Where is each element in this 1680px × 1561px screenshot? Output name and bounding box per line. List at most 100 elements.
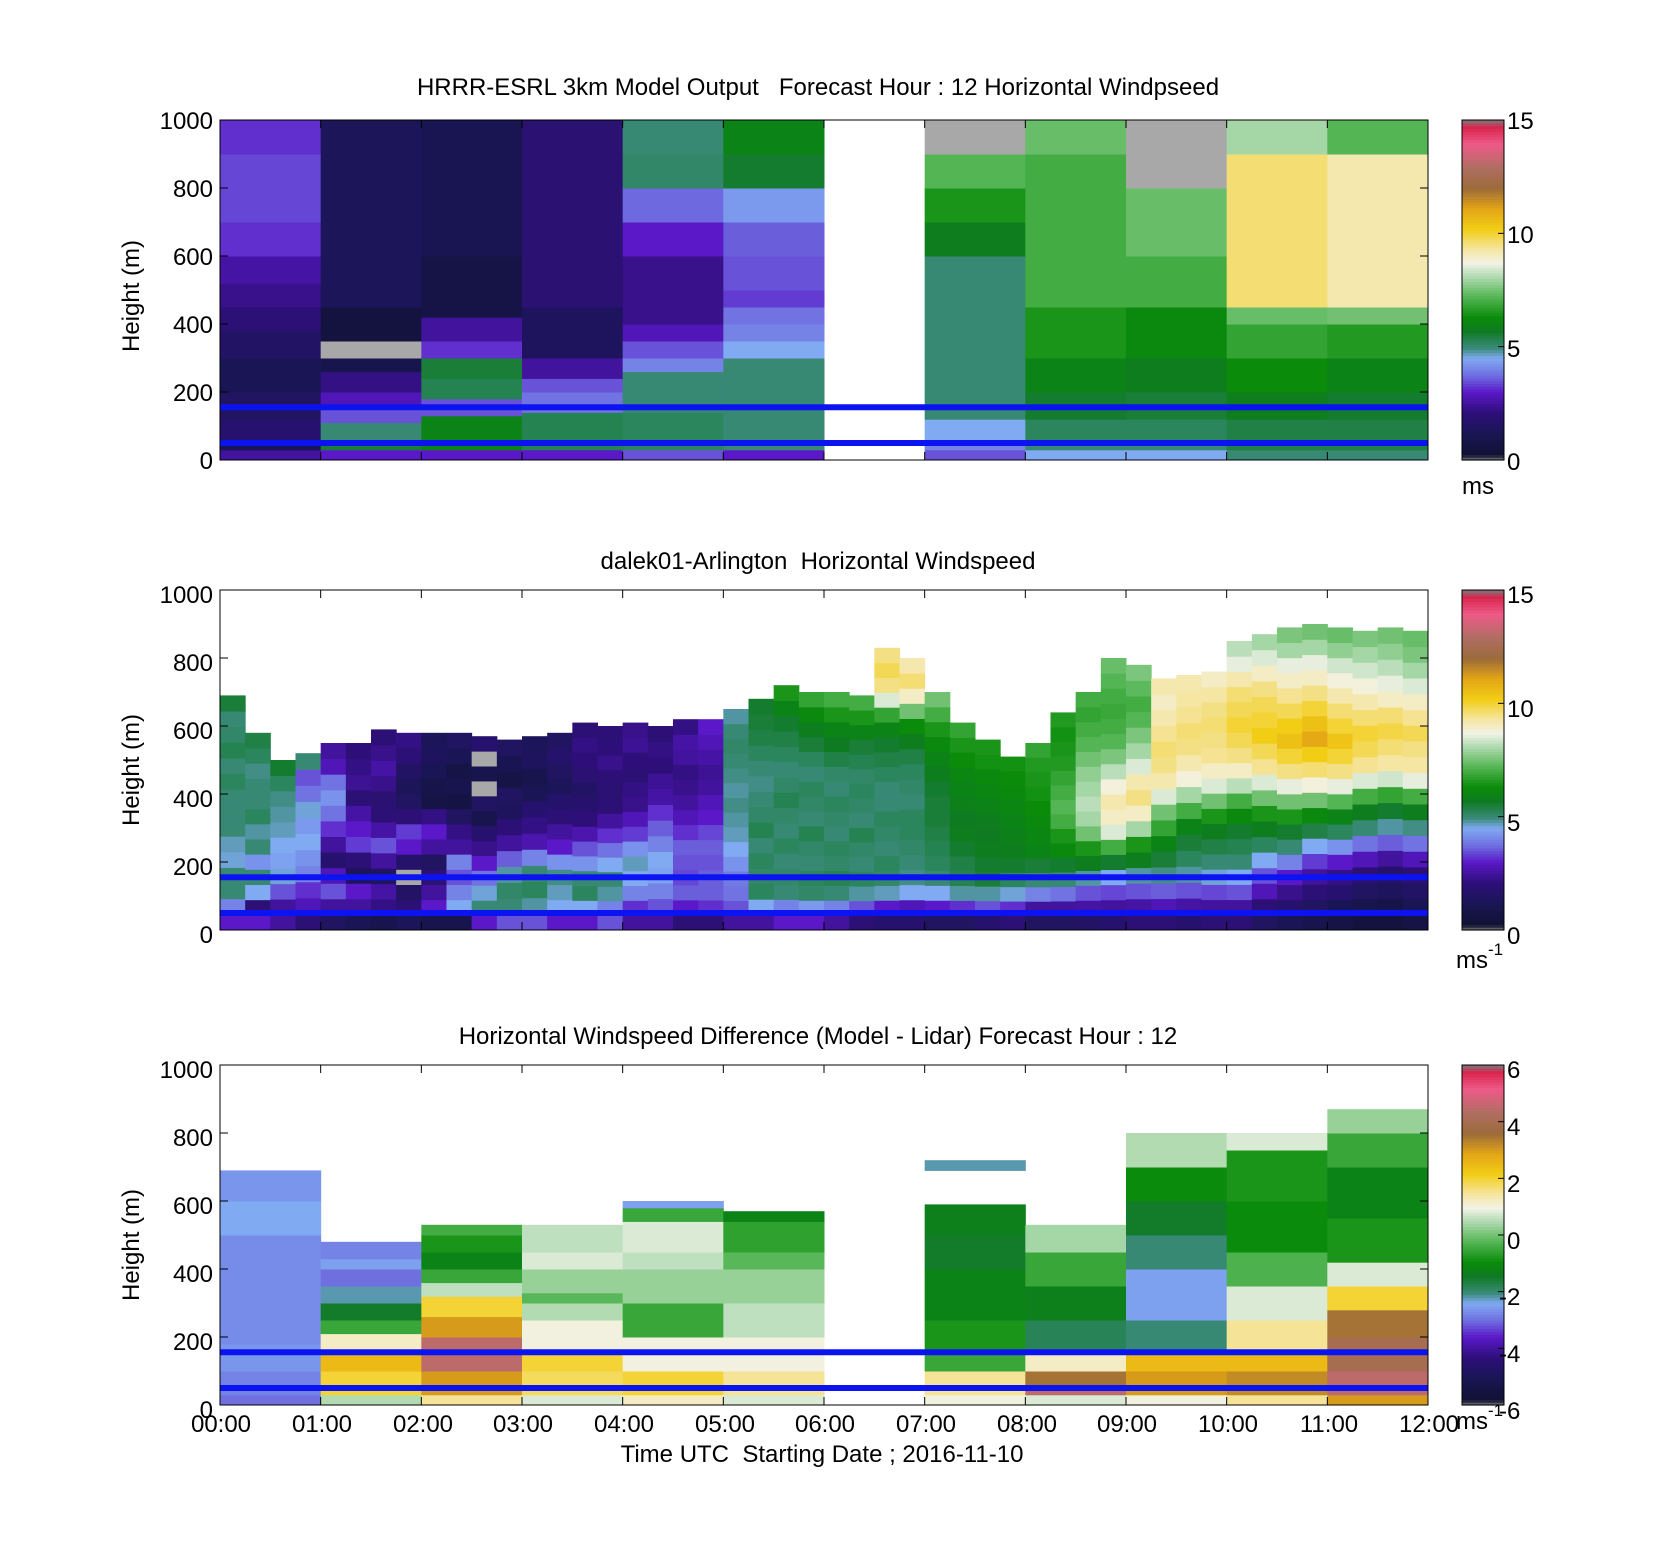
heatmap-cell: [220, 742, 246, 759]
colorbar-segment: [1462, 1079, 1504, 1083]
colorbar-segment: [1462, 417, 1504, 421]
colorbar-segment: [1462, 428, 1504, 433]
heatmap-cell: [1100, 809, 1127, 825]
heatmap-cell: [471, 795, 498, 812]
colorbar-segment: [1462, 808, 1504, 812]
heatmap-cell: [622, 1269, 724, 1304]
heatmap-cell: [295, 785, 322, 802]
heatmap-cell: [1226, 717, 1253, 733]
heatmap-cell: [1201, 732, 1228, 749]
heatmap-cell: [446, 884, 473, 901]
heatmap-cell: [1377, 754, 1404, 772]
heatmap-cell: [371, 775, 397, 792]
heatmap-cell: [723, 885, 749, 902]
heatmap-cell: [1377, 834, 1404, 851]
heatmap-cell: [522, 358, 624, 379]
heatmap-cell: [723, 826, 749, 843]
colorbar-segment: [1462, 1110, 1504, 1114]
heatmap-cell: [1126, 449, 1228, 461]
colorbar-segment: [1462, 383, 1504, 387]
colorbar-segment: [1462, 1246, 1504, 1250]
heatmap-cell: [1327, 687, 1353, 704]
heatmap-cell: [396, 838, 422, 855]
heatmap-cell: [1176, 754, 1202, 772]
heatmap-cell: [1050, 755, 1077, 771]
heatmap-cell: [496, 739, 523, 756]
heatmap-cell: [220, 1394, 322, 1406]
heatmap-cell: [798, 706, 825, 723]
heatmap-cell: [597, 798, 624, 814]
heatmap-cell: [572, 885, 598, 901]
colorbar-segment: [1462, 1388, 1504, 1392]
heatmap-cell: [924, 721, 951, 738]
heatmap-cell: [698, 734, 724, 750]
colorbar-segment: [1462, 440, 1504, 444]
colorbar-segment: [1462, 842, 1504, 846]
heatmap-cell: [849, 783, 875, 799]
heatmap-cell: [1100, 839, 1127, 855]
colorbar-segment: [1462, 394, 1504, 399]
colorbar-segment: [1462, 270, 1504, 274]
heatmap-cell: [220, 419, 322, 441]
heatmap-cell: [949, 767, 976, 783]
heatmap-cell: [220, 1170, 322, 1202]
colorbar-segment: [1462, 1201, 1504, 1205]
heatmap-cell: [622, 885, 649, 901]
colorbar-segment: [1462, 632, 1504, 636]
heatmap-cell: [899, 824, 926, 840]
colorbar-segment: [1462, 913, 1504, 917]
colorbar-segment: [1462, 1138, 1504, 1143]
heatmap-cell: [1327, 672, 1353, 689]
heatmap-cell: [295, 881, 322, 899]
heatmap-cell: [1000, 915, 1026, 931]
colorbar-segment: [1462, 1320, 1504, 1324]
heatmap-cell: [220, 1201, 322, 1236]
heatmap-cell: [647, 882, 674, 900]
heatmap-cell: [1327, 914, 1353, 931]
colorbar-segment: [1462, 256, 1504, 260]
heatmap-cell: [1302, 731, 1328, 747]
colorbar-segment: [1462, 451, 1504, 455]
colorbar-segment: [1462, 1101, 1504, 1106]
colorbar-segment: [1462, 1359, 1504, 1364]
heatmap-cell: [1327, 718, 1353, 734]
heatmap-cell: [1377, 659, 1404, 676]
colorbar-segment: [1462, 879, 1504, 883]
colorbar-segment: [1462, 341, 1504, 345]
heatmap-cell: [798, 885, 825, 901]
colorbar-segment: [1462, 219, 1504, 223]
heatmap-cell: [622, 1201, 724, 1209]
heatmap-cell: [1126, 1269, 1228, 1321]
heatmap-cell: [1201, 823, 1228, 840]
heatmap-cell: [1025, 419, 1127, 441]
colorbar-segment: [1462, 309, 1504, 314]
heatmap-cell: [798, 796, 825, 812]
heatmap-cell: [1226, 914, 1253, 931]
heatmap-cell: [220, 330, 322, 359]
colorbar-segment: [1462, 1362, 1504, 1366]
heatmap-cell: [320, 358, 422, 373]
heatmap-cell: [1352, 646, 1379, 663]
colorbar-segment: [1462, 655, 1504, 659]
heatmap-cell: [270, 914, 296, 931]
colorbar-segment: [1462, 720, 1504, 724]
heatmap-cell: [1352, 709, 1379, 726]
heatmap-cell: [496, 850, 523, 868]
heatmap-cell: [1151, 804, 1177, 821]
heatmap-cell: [572, 841, 598, 857]
colorbar-segment: [1462, 335, 1504, 339]
heatmap-cell: [396, 884, 422, 901]
heatmap-cell: [798, 840, 825, 857]
heatmap-cell: [1251, 712, 1278, 729]
heatmap-cell: [1025, 757, 1051, 773]
colorbar-segment: [1462, 1167, 1504, 1171]
heatmap-cell: [1302, 807, 1328, 824]
colorbar-segment: [1462, 615, 1504, 619]
heatmap-cell: [698, 809, 724, 826]
heatmap-cell: [1025, 915, 1051, 931]
heatmap-cell: [345, 758, 372, 775]
heatmap-cell: [949, 722, 976, 738]
heatmap-cell: [1050, 770, 1077, 786]
colorbar-segment: [1462, 1141, 1504, 1145]
colorbar-segment: [1462, 1402, 1504, 1406]
